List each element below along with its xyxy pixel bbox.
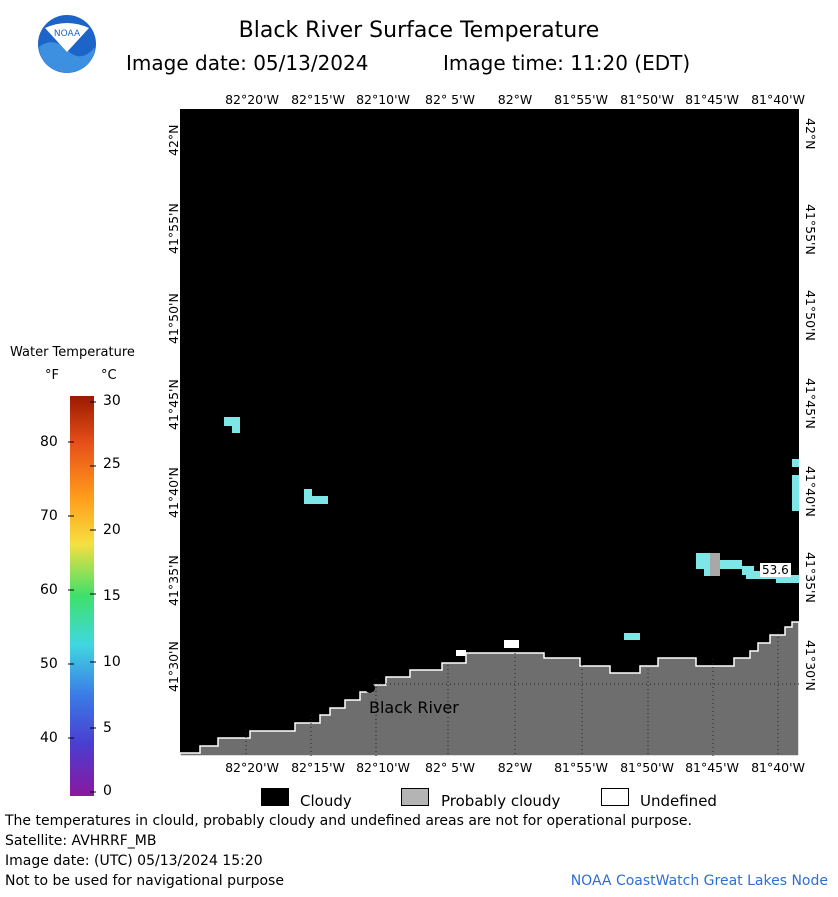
- lat-label-left: 42°N: [166, 124, 181, 156]
- undefined-label: Undefined: [640, 792, 717, 810]
- satellite-text: Satellite: AVHRRF_MB: [5, 833, 157, 849]
- lon-label-top: 81°45'W: [685, 92, 739, 107]
- utc-date-text: Image date: (UTC) 05/13/2024 15:20: [5, 853, 263, 869]
- cloudy-label: Cloudy: [300, 792, 352, 810]
- lon-label-top: 82°W: [497, 92, 533, 107]
- lat-label-right: 42°N: [803, 118, 818, 150]
- lon-label-bottom: 81°40'W: [751, 760, 805, 775]
- lon-label-bottom: 82°20'W: [225, 760, 279, 775]
- scale-c-label: 30: [103, 393, 121, 409]
- scale-f-label: 60: [40, 582, 58, 598]
- black-river-label: Black River: [369, 698, 459, 717]
- lon-label-bottom: 81°55'W: [554, 760, 608, 775]
- image-time: Image time: 11:20 (EDT): [443, 51, 691, 75]
- lat-label-left: 41°55'N: [166, 203, 181, 254]
- lat-label-right: 41°30'N: [803, 640, 818, 691]
- lon-label-top: 82°20'W: [225, 92, 279, 107]
- scale-c-label: 0: [103, 783, 112, 799]
- lon-label-top: 82°15'W: [291, 92, 345, 107]
- probably-cloudy-patch: [710, 553, 720, 576]
- lon-label-top: 82° 5'W: [425, 92, 475, 107]
- lon-label-top: 82°10'W: [356, 92, 410, 107]
- scale-c-label: 10: [103, 654, 121, 670]
- credit-link[interactable]: NOAA CoastWatch Great Lakes Node: [570, 873, 828, 889]
- scale-f-label: 40: [40, 730, 58, 746]
- lat-label-left: 41°35'N: [166, 555, 181, 606]
- black-river-marker: [365, 683, 375, 693]
- undefined-patch: [504, 640, 519, 648]
- legend-unit-c: °C: [101, 368, 117, 383]
- legend-unit-f: °F: [45, 368, 59, 383]
- lon-label-bottom: 82° 5'W: [425, 760, 475, 775]
- lat-label-right: 41°40'N: [803, 466, 818, 517]
- image-date: Image date: 05/13/2024: [126, 51, 369, 75]
- lon-label-bottom: 82°15'W: [291, 760, 345, 775]
- temperature-map: [180, 109, 799, 756]
- lat-label-left: 41°45'N: [166, 379, 181, 430]
- graticule: [245, 629, 799, 756]
- lat-label-left: 41°30'N: [166, 641, 181, 692]
- lat-label-left: 41°50'N: [166, 293, 181, 344]
- lat-label-right: 41°50'N: [803, 290, 818, 341]
- lat-label-right: 41°35'N: [803, 552, 818, 603]
- lon-label-bottom: 81°50'W: [620, 760, 674, 775]
- temperature-readout: 53.6: [760, 563, 791, 577]
- cloudy-swatch: [261, 788, 289, 806]
- lon-label-top: 81°40'W: [751, 92, 805, 107]
- lon-label-bottom: 81°45'W: [685, 760, 739, 775]
- legend-title: Water Temperature: [10, 345, 135, 360]
- noaa-logo-text: NOAA: [54, 29, 81, 39]
- cloud-cover-area: [180, 109, 799, 756]
- undefined-patch: [456, 650, 466, 656]
- scale-c-label: 15: [103, 588, 121, 604]
- scale-c-label: 5: [103, 720, 112, 736]
- scale-c-label: 20: [103, 522, 121, 538]
- color-scale-bar: [68, 396, 96, 796]
- lon-label-top: 81°55'W: [554, 92, 608, 107]
- scale-f-label: 80: [40, 434, 58, 450]
- probably-cloudy-swatch: [401, 788, 429, 806]
- probably-cloudy-label: Probably cloudy: [441, 792, 561, 810]
- scale-f-label: 50: [40, 656, 58, 672]
- scale-f-label: 70: [40, 508, 58, 524]
- scale-c-label: 25: [103, 456, 121, 472]
- lon-label-bottom: 82°10'W: [356, 760, 410, 775]
- noaa-logo-icon: NOAA: [37, 14, 97, 74]
- navigation-warning: Not to be used for navigational purpose: [5, 873, 284, 889]
- lon-label-bottom: 82°W: [497, 760, 533, 775]
- lat-label-right: 41°45'N: [803, 378, 818, 429]
- lat-label-left: 41°40'N: [166, 467, 181, 518]
- lon-label-top: 81°50'W: [620, 92, 674, 107]
- undefined-swatch: [601, 788, 629, 806]
- disclaimer-text: The temperatures in clould, probably clo…: [5, 813, 692, 829]
- map-title: Black River Surface Temperature: [238, 18, 600, 43]
- lat-label-right: 41°55'N: [803, 204, 818, 255]
